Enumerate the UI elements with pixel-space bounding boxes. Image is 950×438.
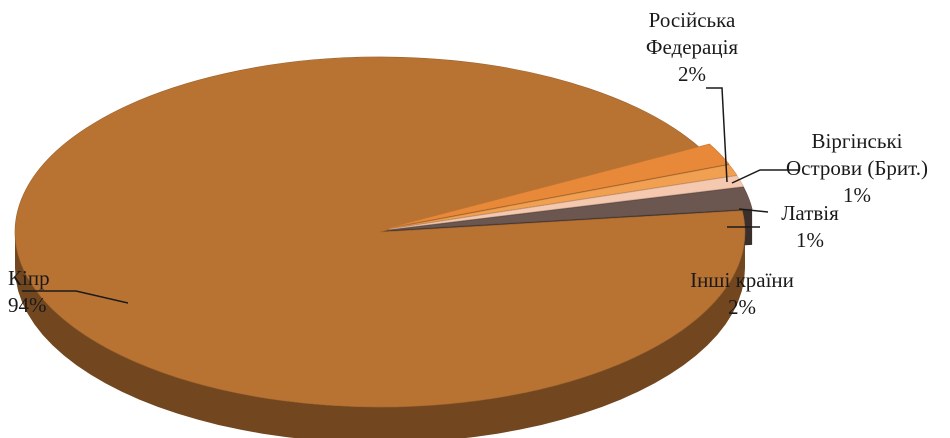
data-label-russia-line-2: 2% xyxy=(678,62,706,86)
data-label-latvia-line-0: Латвія xyxy=(781,201,839,225)
data-labels: Кіпр 94% Російська Федерація 2% Віргінські Ост… xyxy=(8,8,928,319)
data-label-virgin-islands-line-0: Віргінські xyxy=(812,129,903,153)
pie-slice-virgin-islands xyxy=(389,164,738,229)
data-label-virgin-islands-line-1: Острови (Брит.) xyxy=(786,156,928,180)
pie-slice-outer-wall-cyprus-0 xyxy=(15,232,745,438)
leader-line-cyprus xyxy=(22,290,129,304)
data-label-latvia-line-1: 1% xyxy=(796,228,824,252)
data-label-other: Інші країни 2% xyxy=(690,268,794,319)
data-label-russia: Російська Федерація 2% xyxy=(646,8,739,86)
pie-slice-other xyxy=(389,186,753,231)
data-label-virgin-islands: Віргінські Острови (Брит.) 1% xyxy=(786,129,928,207)
pie-slices xyxy=(14,56,753,408)
leader-line-russia xyxy=(706,87,728,183)
data-label-other-line-1: 2% xyxy=(728,295,756,319)
data-label-latvia: Латвія 1% xyxy=(781,201,839,252)
pie-slice-cyprus xyxy=(14,56,746,408)
pie-slice-russia xyxy=(388,143,730,229)
leader-line-latvia xyxy=(738,208,769,213)
data-label-virgin-islands-line-2: 1% xyxy=(843,183,871,207)
data-label-russia-line-1: Федерація xyxy=(646,35,739,59)
data-label-other-line-0: Інші країни xyxy=(690,268,794,292)
data-label-russia-line-0: Російська xyxy=(649,8,736,32)
data-label-cyprus-line-0: Кіпр xyxy=(8,266,50,290)
pie-slice-latvia xyxy=(389,175,744,230)
data-label-cyprus-line-1: 94% xyxy=(8,293,47,317)
data-label-cyprus: Кіпр 94% xyxy=(8,266,50,317)
leader-line-virgin-islands xyxy=(731,169,799,184)
leader-lines xyxy=(22,87,799,304)
